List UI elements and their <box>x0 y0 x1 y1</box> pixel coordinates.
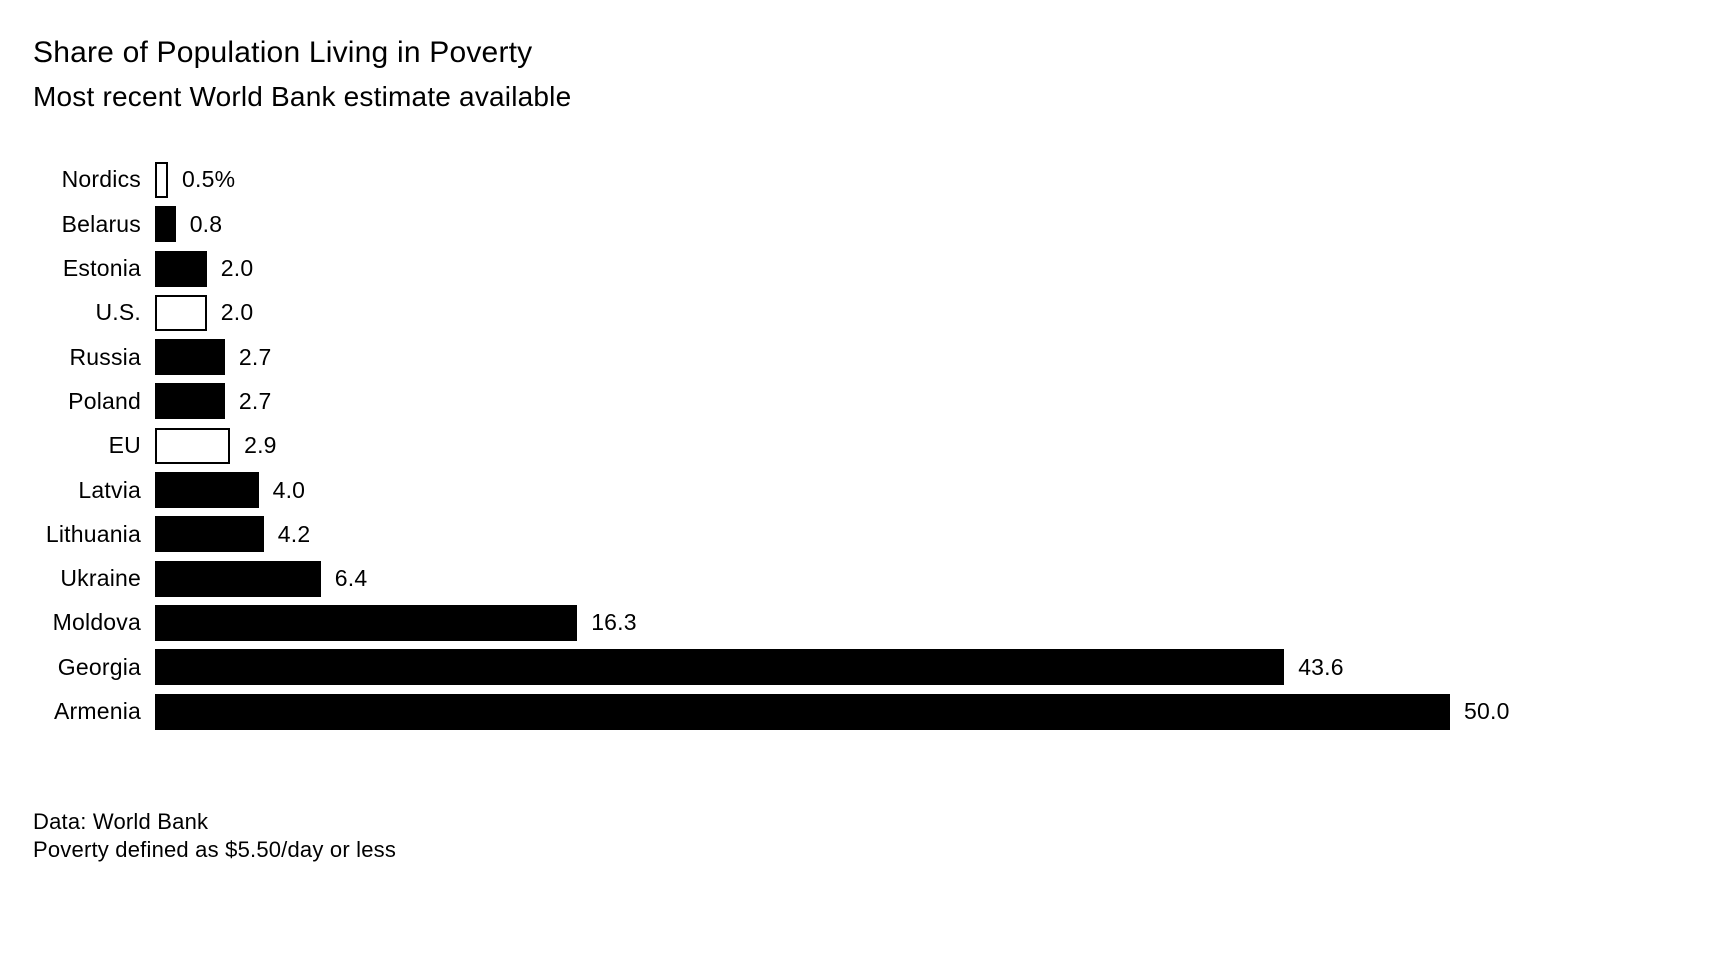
value-label: 16.3 <box>591 609 637 636</box>
bar-row: Armenia 50.0 <box>33 689 1716 733</box>
value-label: 4.0 <box>272 476 306 503</box>
bar <box>155 604 578 641</box>
bar <box>155 339 225 376</box>
category-label: Lithuania <box>45 520 141 547</box>
category-label: Estonia <box>62 255 141 282</box>
chart-footer: Data: World Bank Poverty defined as $5.5… <box>33 808 396 864</box>
category-label: Poland <box>68 387 141 414</box>
category-label: Belarus <box>61 210 141 237</box>
value-label: 50.0 <box>1464 698 1510 724</box>
bar <box>155 250 207 287</box>
bar-row: Latvia 4.0 <box>33 468 1716 512</box>
bar <box>155 472 259 509</box>
bar-row: Georgia 43.6 <box>33 645 1716 689</box>
bar <box>155 560 321 597</box>
category-label: Georgia <box>57 653 141 680</box>
value-label: 2.0 <box>220 255 254 282</box>
chart-header: Share of Population Living in Poverty Mo… <box>33 36 1716 113</box>
value-label: 2.7 <box>238 343 272 370</box>
bar <box>155 516 264 553</box>
value-label: 2.7 <box>238 387 272 414</box>
value-label: 0.5% <box>182 166 236 193</box>
category-label: Nordics <box>61 166 141 193</box>
category-label: Russia <box>69 343 141 370</box>
chart-title: Share of Population Living in Poverty <box>33 36 533 69</box>
bar <box>155 294 207 331</box>
category-label: Latvia <box>78 476 141 503</box>
bar-row: Belarus 0.8 <box>33 202 1716 246</box>
category-label: U.S. <box>95 299 141 326</box>
bar-row: Poland 2.7 <box>33 379 1716 423</box>
value-label: 4.2 <box>277 520 311 547</box>
bar-row: Ukraine 6.4 <box>33 556 1716 600</box>
bar-row: Lithuania 4.2 <box>33 512 1716 556</box>
chart-subtitle: Most recent World Bank estimate availabl… <box>33 81 572 112</box>
bar-row: U.S. 2.0 <box>33 291 1716 335</box>
category-label: Armenia <box>53 698 141 724</box>
bar-row: EU 2.9 <box>33 424 1716 468</box>
source-note: Data: World Bank <box>33 809 209 834</box>
definition-note: Poverty defined as $5.50/day or less <box>33 837 397 862</box>
bar <box>155 693 1450 730</box>
bar-row: Estonia 2.0 <box>33 246 1716 290</box>
category-label: EU <box>108 432 141 459</box>
bar <box>155 383 225 420</box>
value-label: 2.9 <box>244 432 277 459</box>
bar <box>155 649 1285 686</box>
bar-row: Moldova 16.3 <box>33 601 1716 645</box>
bar <box>155 206 176 243</box>
bar <box>155 427 231 464</box>
bar-rows: Nordics 0.5% Belarus 0.8 Estonia 2.0 U.S. 2.0 Ru… <box>33 158 1716 734</box>
bar <box>155 161 168 198</box>
value-label: 6.4 <box>334 565 368 592</box>
bar-row: Russia 2.7 <box>33 335 1716 379</box>
category-label: Ukraine <box>60 565 141 592</box>
value-label: 2.0 <box>220 299 254 326</box>
category-label: Moldova <box>52 609 141 636</box>
bar-row: Nordics 0.5% <box>33 158 1716 202</box>
value-label: 0.8 <box>189 210 223 237</box>
value-label: 43.6 <box>1298 653 1344 680</box>
